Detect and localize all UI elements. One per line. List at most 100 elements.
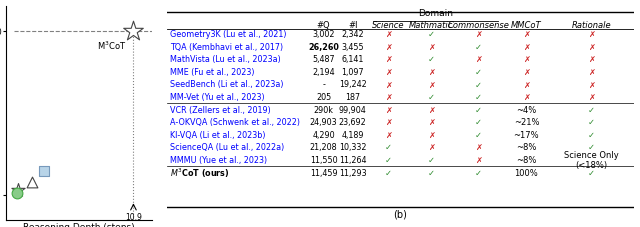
Text: ✗: ✗: [588, 55, 595, 64]
Text: ✓: ✓: [588, 118, 595, 127]
Text: ✗: ✗: [475, 143, 482, 152]
Text: MM-Vet (Yu et al., 2023): MM-Vet (Yu et al., 2023): [170, 93, 264, 102]
Text: ScienceQA (Lu et al., 2022a): ScienceQA (Lu et al., 2022a): [170, 143, 284, 152]
Text: 4,290: 4,290: [312, 130, 335, 139]
Text: Commonsense: Commonsense: [447, 21, 509, 30]
Text: Rationale: Rationale: [572, 21, 611, 30]
Text: $M^3$CoT (ours): $M^3$CoT (ours): [170, 166, 229, 179]
Text: ~8%: ~8%: [516, 143, 536, 152]
Text: ~4%: ~4%: [516, 105, 536, 114]
Text: ✗: ✗: [475, 55, 482, 64]
Text: ✓: ✓: [428, 30, 435, 39]
Point: [27, 181, 37, 184]
Text: ✓: ✓: [428, 55, 435, 64]
Text: ✗: ✗: [428, 80, 435, 89]
Text: ✗: ✗: [428, 118, 435, 127]
Text: 11,550: 11,550: [310, 155, 337, 164]
Text: $\mathregular{M^3CoT}$: $\mathregular{M^3CoT}$: [97, 40, 127, 52]
Text: ✗: ✗: [385, 30, 392, 39]
Text: KI-VQA (Li et al., 2023b): KI-VQA (Li et al., 2023b): [170, 130, 265, 139]
Text: #Q: #Q: [317, 21, 330, 30]
Text: TQA (Kembhavi et al., 2017): TQA (Kembhavi et al., 2017): [170, 42, 283, 52]
Text: 11,264: 11,264: [339, 155, 367, 164]
Text: ✓: ✓: [475, 42, 482, 52]
Text: 3,002: 3,002: [312, 30, 335, 39]
Text: MMCoT: MMCoT: [511, 21, 541, 30]
Point: [38, 169, 49, 173]
Text: ✗: ✗: [588, 93, 595, 102]
Text: Geometry3K (Lu et al., 2021): Geometry3K (Lu et al., 2021): [170, 30, 286, 39]
Text: MathVista (Lu et al., 2023a): MathVista (Lu et al., 2023a): [170, 55, 280, 64]
Text: ✗: ✗: [385, 105, 392, 114]
Text: ✓: ✓: [475, 130, 482, 139]
Text: ✗: ✗: [523, 30, 530, 39]
Point: [12, 191, 22, 195]
Text: ✓: ✓: [428, 168, 435, 177]
Text: ✗: ✗: [385, 42, 392, 52]
Text: ✗: ✗: [428, 105, 435, 114]
Text: 23,692: 23,692: [339, 118, 367, 127]
Text: 3,455: 3,455: [341, 42, 364, 52]
Text: ✓: ✓: [588, 168, 595, 177]
Text: ✗: ✗: [428, 143, 435, 152]
Text: 10,332: 10,332: [339, 143, 367, 152]
Text: ✗: ✗: [588, 42, 595, 52]
Text: (b): (b): [394, 208, 408, 218]
Text: 11,459: 11,459: [310, 168, 337, 177]
Text: ✗: ✗: [428, 68, 435, 76]
Text: ✓: ✓: [475, 93, 482, 102]
Text: 2,342: 2,342: [341, 30, 364, 39]
Text: ✗: ✗: [385, 55, 392, 64]
Text: ✗: ✗: [475, 155, 482, 164]
Text: ✗: ✗: [475, 30, 482, 39]
Text: #I: #I: [348, 21, 358, 30]
Text: ✗: ✗: [428, 130, 435, 139]
Text: ✓: ✓: [385, 155, 392, 164]
Text: ✓: ✓: [475, 80, 482, 89]
Text: ✗: ✗: [428, 42, 435, 52]
Text: ✓: ✓: [588, 130, 595, 139]
Text: 11,293: 11,293: [339, 168, 367, 177]
Text: ✓: ✓: [475, 105, 482, 114]
Text: 10.9: 10.9: [125, 212, 142, 221]
Text: 2,194: 2,194: [312, 68, 335, 76]
Text: 187: 187: [345, 93, 360, 102]
Text: 6,141: 6,141: [342, 55, 364, 64]
Text: 24,903: 24,903: [310, 118, 337, 127]
Text: ✗: ✗: [523, 93, 530, 102]
Text: ~21%: ~21%: [514, 118, 539, 127]
Text: ✗: ✗: [588, 80, 595, 89]
Text: ✓: ✓: [588, 143, 595, 152]
Point: [13, 189, 23, 192]
Text: VCR (Zellers et al., 2019): VCR (Zellers et al., 2019): [170, 105, 271, 114]
Text: Science Only
(<18%): Science Only (<18%): [564, 150, 619, 169]
Text: 19,242: 19,242: [339, 80, 367, 89]
Text: ✗: ✗: [385, 68, 392, 76]
Text: SeedBench (Li et al., 2023a): SeedBench (Li et al., 2023a): [170, 80, 284, 89]
X-axis label: Reasoning Depth (steps): Reasoning Depth (steps): [24, 222, 135, 227]
Text: ✗: ✗: [523, 55, 530, 64]
Text: ~8%: ~8%: [516, 155, 536, 164]
Point: [129, 30, 139, 33]
Text: ✓: ✓: [588, 105, 595, 114]
Text: Mathmatic: Mathmatic: [409, 21, 453, 30]
Text: ~17%: ~17%: [513, 130, 539, 139]
Text: ✓: ✓: [385, 143, 392, 152]
Text: 100%: 100%: [515, 168, 538, 177]
Text: 26,260: 26,260: [308, 42, 339, 52]
Text: ✓: ✓: [475, 168, 482, 177]
Text: MME (Fu et al., 2023): MME (Fu et al., 2023): [170, 68, 254, 76]
Text: ✗: ✗: [523, 80, 530, 89]
Text: ✗: ✗: [523, 68, 530, 76]
Text: Science: Science: [372, 21, 404, 30]
Text: ✓: ✓: [428, 155, 435, 164]
Text: ✗: ✗: [523, 42, 530, 52]
Text: 1,097: 1,097: [341, 68, 364, 76]
Text: ✗: ✗: [588, 68, 595, 76]
Text: ✓: ✓: [475, 68, 482, 76]
Text: 205: 205: [316, 93, 331, 102]
Text: ✓: ✓: [475, 118, 482, 127]
Text: -: -: [322, 80, 325, 89]
Text: ✓: ✓: [385, 168, 392, 177]
Text: ✗: ✗: [385, 130, 392, 139]
